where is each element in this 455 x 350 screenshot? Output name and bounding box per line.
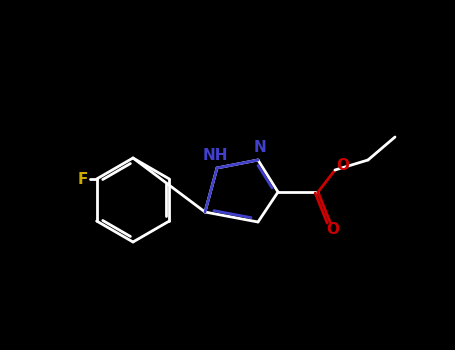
Text: F: F xyxy=(77,172,88,187)
Text: O: O xyxy=(327,223,339,238)
Text: O: O xyxy=(337,158,349,173)
Text: NH: NH xyxy=(202,148,228,163)
Text: N: N xyxy=(253,140,266,155)
